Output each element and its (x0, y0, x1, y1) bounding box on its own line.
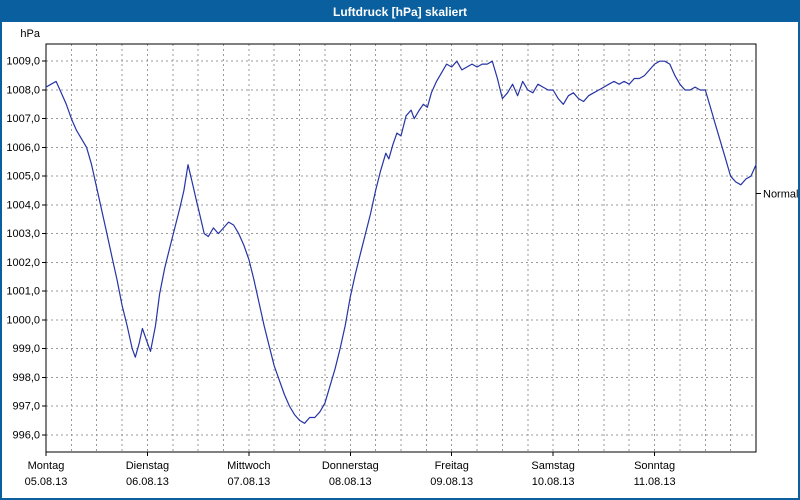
x-tick-date-label: 07.08.13 (227, 476, 270, 488)
chart-svg: 996,0 997,0 998,0 999,0 1000,0 1001,0 1002,0 10… (6, 28, 798, 488)
x-tick-date-label: 11.08.13 (634, 476, 676, 488)
x-tick-date-label: 05.08.13 (25, 476, 68, 488)
y-tick-label: 1006,0 (6, 142, 40, 154)
x-tick-day-label: Dienstag (126, 460, 169, 472)
y-tick-label: 1005,0 (6, 171, 40, 183)
y-tick-label: 1002,0 (6, 257, 40, 269)
x-tick-date-label: 10.08.13 (532, 476, 575, 488)
x-tick-date-label: 06.08.13 (126, 476, 169, 488)
y-tick-label: 997,0 (12, 401, 40, 413)
x-tick-day-label: Samstag (531, 460, 574, 472)
plot-border (45, 43, 757, 453)
y-tick-label: 1008,0 (6, 84, 40, 96)
y-tick-label: 1004,0 (6, 199, 40, 211)
y-tick-label: 1001,0 (6, 286, 40, 298)
y-tick-label: 1000,0 (6, 314, 40, 326)
y-axis-unit-label: hPa (20, 28, 40, 40)
chart-area: 996,0 997,0 998,0 999,0 1000,0 1001,0 1002,0 10… (2, 22, 798, 498)
y-tick-label: 996,0 (12, 429, 40, 441)
x-tick-date-label: 08.08.13 (329, 476, 372, 488)
title-bar[interactable]: Luftdruck [hPa] skaliert (2, 2, 798, 22)
x-tick-day-label: Montag (28, 460, 65, 472)
x-tick-date-label: 09.08.13 (430, 476, 473, 488)
pressure-line (45, 60, 757, 424)
x-tick-day-label: Donnerstag (322, 460, 379, 472)
y-tick-label: 1009,0 (6, 56, 40, 68)
x-tick-day-label: Freitag (435, 460, 469, 472)
y-tick-label: 1007,0 (6, 113, 40, 125)
x-tick-day-label: Mittwoch (227, 460, 270, 472)
x-tick-day-label: Sonntag (634, 460, 675, 472)
window-title: Luftdruck [hPa] skaliert (332, 5, 468, 19)
y-tick-label: 1003,0 (6, 228, 40, 240)
normal-label: Normal (763, 188, 798, 200)
y-tick-label: 999,0 (12, 343, 40, 355)
y-tick-label: 998,0 (12, 372, 40, 384)
